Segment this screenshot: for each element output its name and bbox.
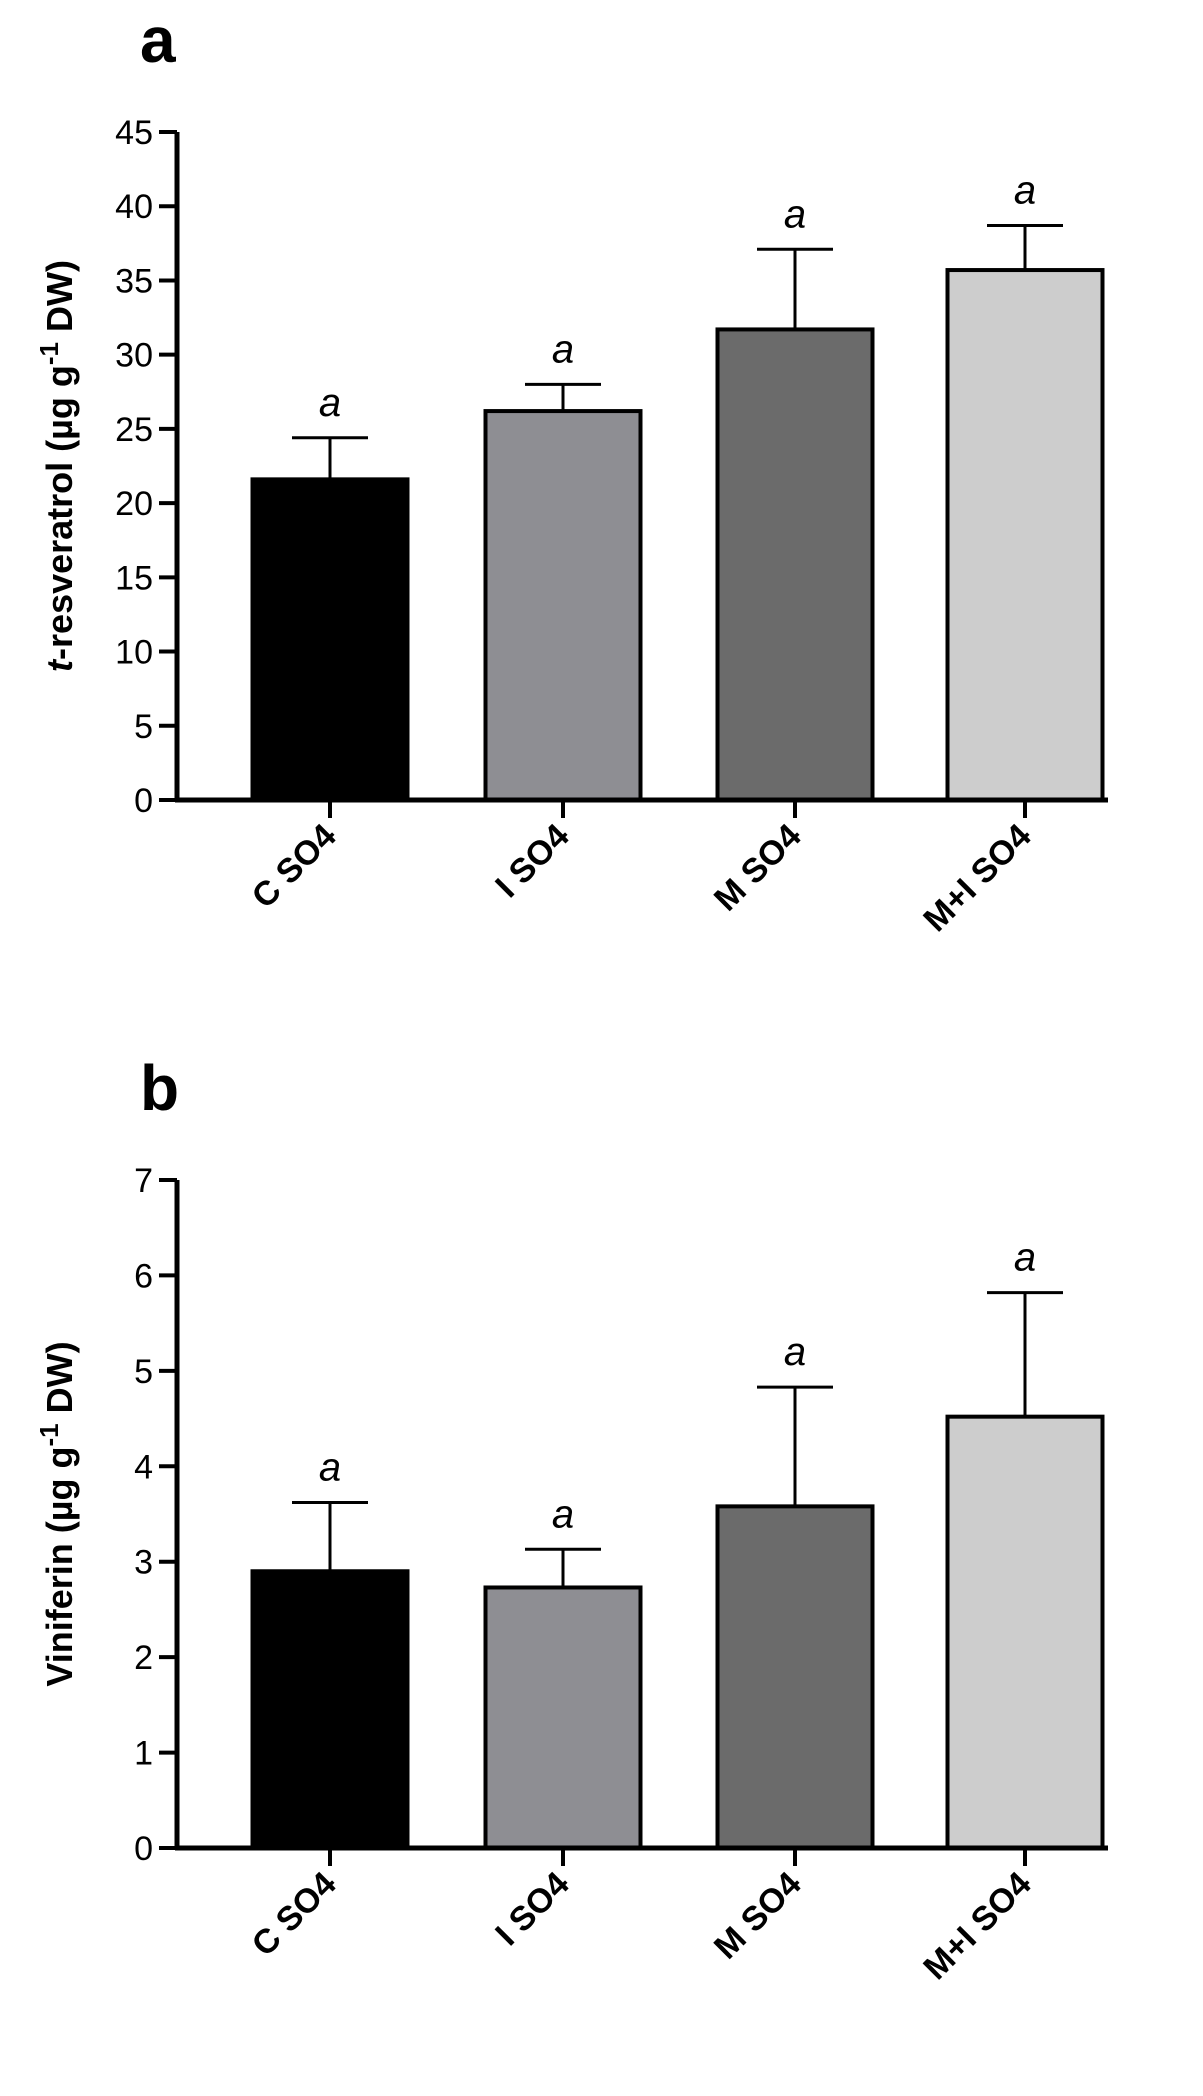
y-tick-label: 5 (134, 1353, 153, 1391)
x-category-label: I SO4 (488, 1865, 576, 1953)
x-category-label: I SO4 (488, 817, 576, 905)
y-tick-label: 3 (134, 1544, 153, 1582)
y-tick-label: 6 (134, 1257, 153, 1295)
x-category-label: M SO4 (707, 1865, 809, 1967)
significance-label: a (552, 1492, 574, 1536)
x-category-label: C SO4 (245, 817, 344, 916)
y-tick-label: 4 (134, 1448, 153, 1486)
y-axis-title-superscript: -1 (34, 342, 64, 365)
plot-area: a a a a 0 1 2 3 4 5 6 7 C SO4 I SO4 M SO4 M+I SO4 Vinife… (34, 1162, 1108, 1987)
y-tick-label: 0 (134, 1830, 153, 1868)
y-axis-title-main: Viniferin (µg g (39, 1447, 80, 1687)
x-category-label: M+I SO4 (916, 817, 1038, 939)
y-tick-label: 7 (134, 1162, 153, 1200)
y-axis-title-italic: t (39, 658, 80, 672)
y-axis-title: t-resveratrol (µg g-1 DW) (34, 260, 80, 672)
bar-m-so4 (715, 327, 875, 802)
y-tick-label: 40 (115, 188, 153, 226)
chart-b: b a a a a 0 1 2 3 4 5 6 7 C SO4 I SO4 M SO4 M+I SO4 Vini… (34, 1052, 1108, 1987)
y-tick-label: 0 (134, 782, 153, 820)
bar-c-so4 (250, 477, 410, 802)
y-tick-label: 30 (115, 337, 153, 375)
y-axis-title-superscript: -1 (34, 1423, 64, 1446)
bar-i-so4 (483, 409, 643, 802)
y-tick-label: 1 (134, 1735, 153, 1773)
y-axis-title: Viniferin (µg g-1 DW) (34, 1341, 80, 1686)
y-tick-label: 10 (115, 634, 153, 672)
panel-letter-b: b (140, 1052, 179, 1124)
significance-label: a (1014, 169, 1036, 213)
bar-m-so4 (715, 1504, 875, 1850)
significance-label: a (784, 192, 806, 236)
plot-area: a a a a 0 5 10 15 20 25 30 35 40 45 C SO4 I SO4 M SO4 M+I… (34, 114, 1108, 939)
y-tick-label: 35 (115, 262, 153, 300)
chart-a: a a a a a 0 5 10 15 20 25 30 35 40 45 C SO4 I SO4 M SO4 M… (34, 4, 1108, 939)
y-tick-label: 25 (115, 411, 153, 449)
y-tick-label: 5 (134, 708, 153, 746)
bar-m-i-so4 (945, 268, 1105, 802)
x-category-label: M+I SO4 (916, 1865, 1038, 1987)
significance-label: a (1014, 1236, 1036, 1280)
panel-b: b a a a a 0 1 2 3 4 5 6 7 C SO4 I SO4 M SO4 M+I SO4 Vini… (0, 1048, 1203, 2096)
y-axis-title-suffix: DW) (39, 1341, 80, 1423)
panel-letter-a: a (140, 4, 176, 76)
y-tick-label: 20 (115, 485, 153, 523)
y-axis-title-suffix: DW) (39, 260, 80, 342)
bar-i-so4 (483, 1585, 643, 1850)
significance-label: a (552, 327, 574, 371)
x-category-label: M SO4 (707, 817, 809, 919)
x-category-label: C SO4 (245, 1865, 344, 1964)
significance-label: a (319, 1446, 341, 1490)
bar-c-so4 (250, 1569, 410, 1850)
bar-m-i-so4 (945, 1414, 1105, 1850)
y-tick-label: 2 (134, 1639, 153, 1677)
y-tick-label: 15 (115, 559, 153, 597)
y-tick-label: 45 (115, 114, 153, 152)
significance-label: a (319, 381, 341, 425)
y-axis-title-main: -resveratrol (µg g (39, 365, 80, 660)
panel-a: a a a a a 0 5 10 15 20 25 30 35 40 45 C SO4 I SO4 M SO4 M… (34, 4, 1108, 939)
significance-label: a (784, 1330, 806, 1374)
